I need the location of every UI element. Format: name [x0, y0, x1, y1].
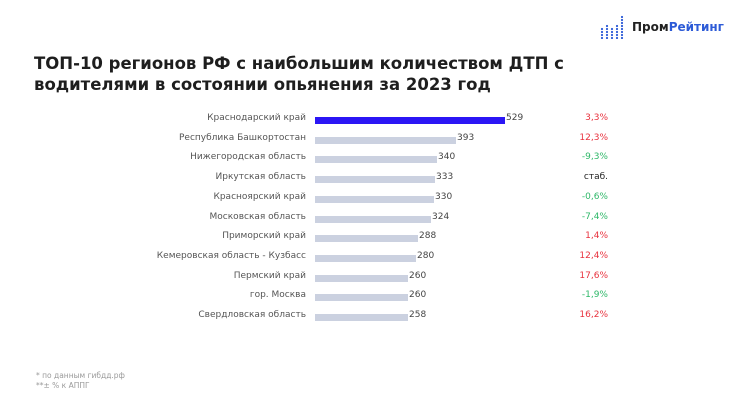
bar	[315, 156, 437, 164]
bar	[315, 314, 408, 321]
change-percent: 17,6%	[579, 270, 608, 281]
bar	[315, 254, 416, 262]
brand-name: ПромРейтинг	[632, 20, 724, 34]
chart-title: ТОП-10 регионов РФ с наибольшим количест…	[34, 54, 564, 94]
chart-row: гор. Москва 260 -1,9%	[0, 287, 742, 307]
region-label: Московская область	[209, 211, 306, 222]
bar-value: 393	[457, 132, 475, 143]
region-label: Приморский край	[222, 231, 306, 242]
footnotes: * по данным гибдд.рф **± % к АППГ	[36, 371, 125, 391]
brand-name-part2: Рейтинг	[668, 20, 724, 34]
bar	[315, 176, 435, 184]
chart-row: Пермский край 260 17,6%	[0, 268, 742, 288]
chart-row: Красноярский край 330 -0,6%	[0, 189, 742, 209]
bar-value: 340	[438, 152, 456, 163]
chart-row: Краснодарский край 529 3,3%	[0, 110, 742, 130]
bar-value: 280	[417, 250, 435, 261]
region-label: Краснодарский край	[207, 113, 306, 123]
change-percent: стаб.	[583, 172, 608, 183]
change-percent: 1,4%	[585, 231, 608, 242]
bar	[315, 136, 456, 144]
bar-value: 258	[409, 310, 427, 320]
change-percent: 12,4%	[579, 250, 608, 261]
change-percent: -1,9%	[581, 290, 608, 301]
footnote-change: **± % к АППГ	[36, 381, 90, 390]
footnote-source: * по данным гибдд.рф	[36, 371, 125, 380]
bar	[315, 294, 408, 302]
change-percent: 3,3%	[585, 113, 608, 123]
brand-name-part1: Пром	[632, 20, 669, 34]
bar-value: 529	[506, 113, 524, 123]
region-label: Республика Башкортостан	[178, 132, 306, 143]
change-percent: -7,4%	[581, 211, 608, 222]
change-percent: -9,3%	[581, 152, 608, 163]
region-label: Пермский край	[233, 270, 306, 281]
bar-value: 324	[432, 211, 450, 222]
bar-value: 260	[409, 270, 427, 281]
chart-row: Кемеровская область - Кузбасс 280 12,4%	[0, 248, 742, 268]
region-label: Иркутская область	[215, 172, 306, 183]
change-percent: 12,3%	[579, 132, 608, 143]
bar	[315, 274, 408, 282]
bar	[315, 235, 418, 243]
bar	[315, 195, 434, 203]
bar-value: 333	[436, 172, 454, 183]
region-label: Красноярский край	[213, 191, 306, 202]
chart-row: Московская область 324 -7,4%	[0, 209, 742, 229]
bar	[315, 117, 505, 124]
region-label: Нижегородская область	[190, 152, 306, 163]
chart-row: Иркутская область 333 стаб.	[0, 169, 742, 189]
change-percent: 16,2%	[579, 310, 608, 320]
region-label: Свердловская область	[198, 310, 306, 320]
chart-row: Нижегородская область 340 -9,3%	[0, 149, 742, 169]
change-percent: -0,6%	[581, 191, 608, 202]
bar-chart-dots-icon	[600, 15, 624, 39]
region-label: Кемеровская область - Кузбасс	[156, 250, 306, 261]
chart-row: Приморский край 288 1,4%	[0, 228, 742, 248]
bar-value: 288	[419, 231, 437, 242]
bar-value: 330	[435, 191, 453, 202]
brand-logo: ПромРейтинг	[600, 15, 724, 39]
chart-row: Республика Башкортостан 393 12,3%	[0, 130, 742, 150]
bar-value: 260	[409, 290, 427, 301]
bar	[315, 215, 431, 223]
region-label: гор. Москва	[249, 290, 306, 301]
chart-row: Свердловская область 258 16,2%	[0, 307, 742, 327]
